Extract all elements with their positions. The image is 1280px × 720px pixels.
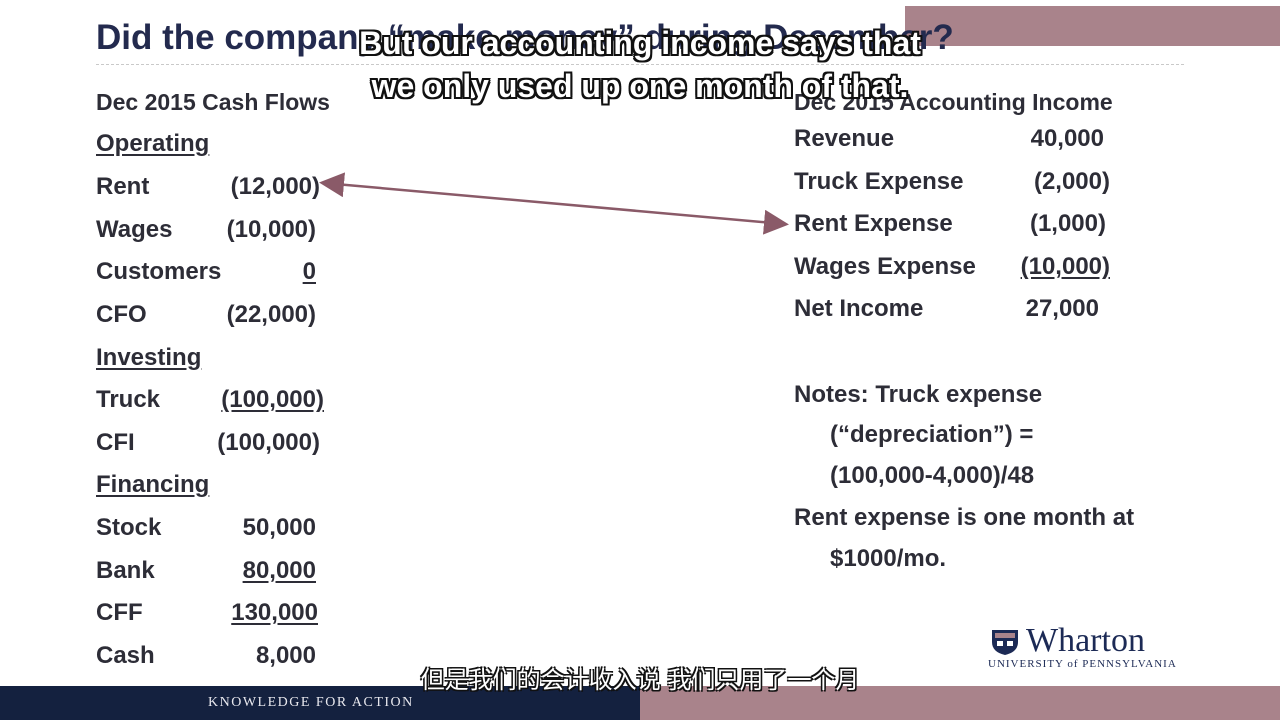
rent-value: (12,000) <box>230 173 320 200</box>
notes-line-5: $1000/mo. <box>830 545 947 572</box>
footer-mauve-bar <box>640 686 1280 720</box>
net-income-value: 27,000 <box>1025 295 1099 322</box>
slide-title: Did the company “make money” during Dece… <box>96 18 954 57</box>
operating-section-label: Operating <box>96 130 210 157</box>
net-income-label: Net Income <box>794 295 924 322</box>
notes-line-4: Rent expense is one month at <box>794 504 1135 531</box>
wharton-logo: Wharton UNIVERSITY of PENNSYLVANIA <box>988 622 1193 674</box>
header-accent-bar <box>905 6 1280 46</box>
subtitle-english-line-1: But our accounting income says that <box>359 25 921 61</box>
cfi-value: (100,000) <box>217 429 320 456</box>
footer-navy-bar <box>0 686 640 720</box>
cff-label: CFF <box>96 599 143 626</box>
revenue-label: Revenue <box>794 125 895 152</box>
wages-label: Wages <box>96 216 173 243</box>
income-header: Dec 2015 Accounting Income <box>794 89 1113 115</box>
logo-subtext: UNIVERSITY of PENNSYLVANIA <box>988 658 1177 670</box>
subtitle-english-line-2: we only used up one month of that. <box>371 68 909 104</box>
cfi-label: CFI <box>96 429 135 456</box>
rent-expense-value: (1,000) <box>1029 210 1106 237</box>
notes-line-2: (“depreciation”) = <box>830 421 1034 448</box>
cff-value: 130,000 <box>231 599 318 626</box>
bank-value: 80,000 <box>242 557 316 584</box>
wages-value: (10,000) <box>226 216 316 243</box>
wages-expense-label: Wages Expense <box>794 253 976 280</box>
footer-tagline: KNOWLEDGE FOR ACTION <box>208 695 414 710</box>
notes-line-3: (100,000-4,000)/48 <box>830 462 1035 489</box>
cash-value: 8,000 <box>255 642 316 669</box>
shield-icon <box>992 630 1018 655</box>
cash-label: Cash <box>96 642 155 669</box>
truck-label: Truck <box>96 386 161 413</box>
cash-flows-header: Dec 2015 Cash Flows <box>96 89 330 115</box>
logo-wordmark: Wharton <box>1026 622 1145 659</box>
investing-section-label: Investing <box>96 344 202 371</box>
rent-label: Rent <box>96 173 150 200</box>
truck-expense-label: Truck Expense <box>794 168 964 195</box>
customers-value: 0 <box>302 258 316 285</box>
subtitle-chinese: 但是我们的会计收入说 我们只用了一个月 <box>420 667 860 694</box>
stock-label: Stock <box>96 514 162 541</box>
stock-value: 50,000 <box>242 514 316 541</box>
cfo-value: (22,000) <box>226 301 316 328</box>
customers-label: Customers <box>96 258 222 285</box>
wages-expense-value: (10,000) <box>1020 253 1110 280</box>
financing-section-label: Financing <box>96 471 210 498</box>
truck-value: (100,000) <box>221 386 324 413</box>
truck-expense-value: (2,000) <box>1033 168 1110 195</box>
bank-label: Bank <box>96 557 155 584</box>
revenue-value: 40,000 <box>1030 125 1104 152</box>
cfo-label: CFO <box>96 301 147 328</box>
notes-line-1: Notes: Truck expense <box>794 381 1043 408</box>
title-divider <box>96 64 1184 65</box>
rent-expense-label: Rent Expense <box>794 210 953 237</box>
